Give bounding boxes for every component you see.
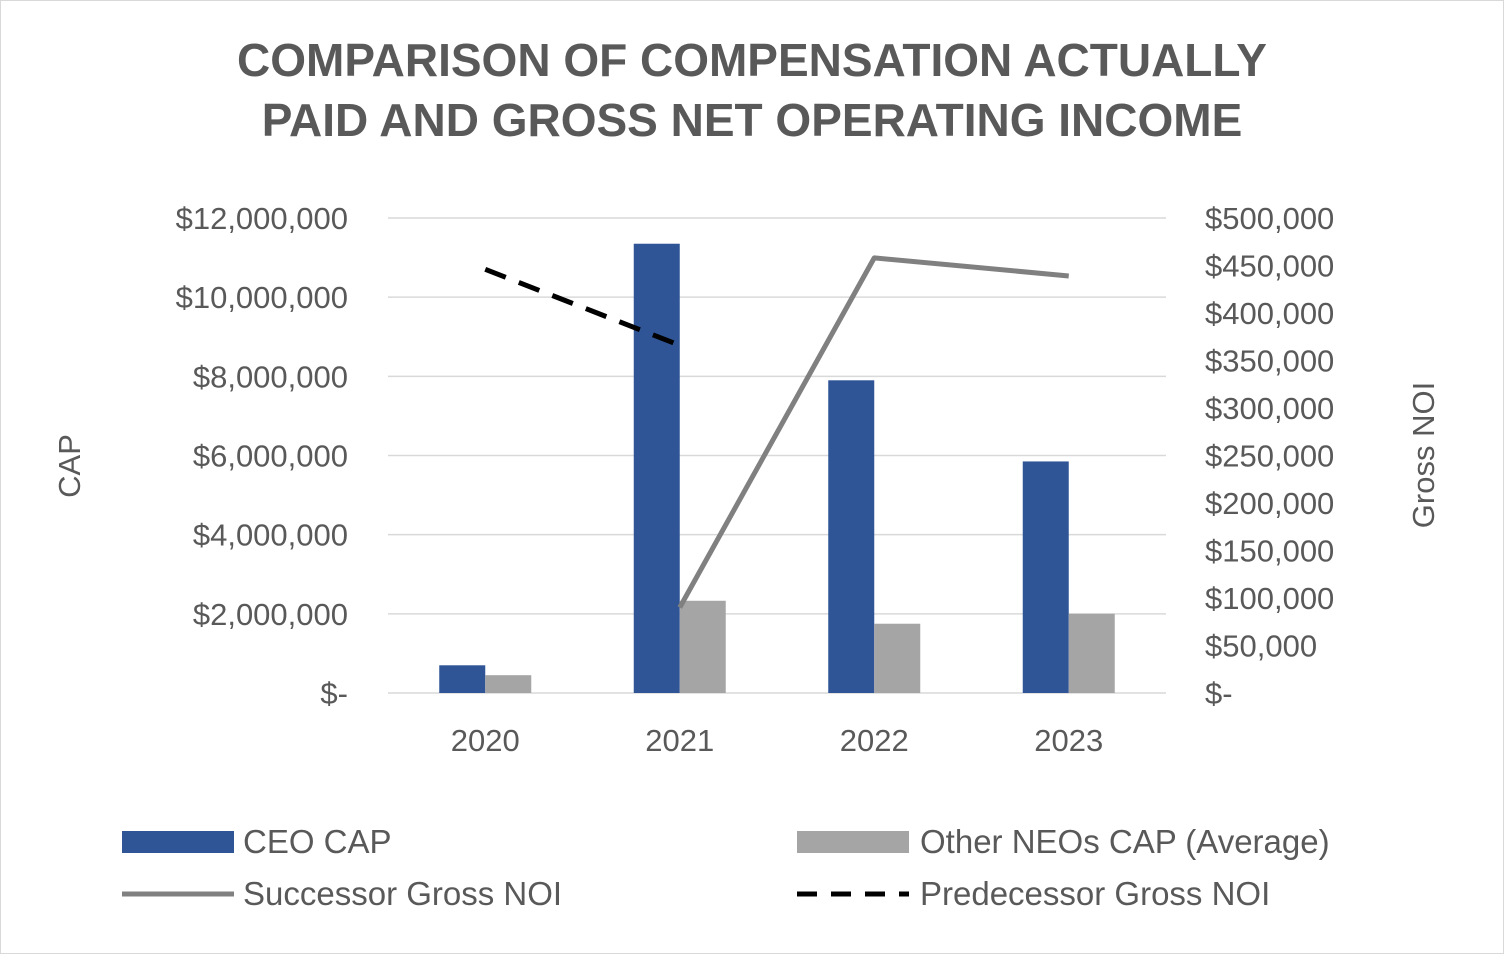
legend-swatch-other-neos-cap [797,831,909,853]
bar-other-neos-cap-average-2021 [679,600,726,693]
y-tick-label: $8,000,000 [193,359,348,394]
x-tick-label: 2023 [1034,723,1103,758]
y-tick-label: $12,000,000 [176,201,348,236]
y-tick-label: $10,000,000 [176,280,348,315]
y2-tick-label: $200,000 [1205,486,1334,521]
y2-tick-label: $500,000 [1205,201,1334,236]
bar-other-neos-cap-average-2020 [485,675,532,693]
y2-tick-label: $450,000 [1205,249,1334,284]
bar-other-neos-cap-average-2022 [874,623,921,693]
x-axis-ticks: 2020 2021 2022 2023 [451,723,1103,758]
legend: CEO CAP Other NEOs CAP (Average) Success… [122,823,1330,912]
x-tick-label: 2022 [840,723,909,758]
y2-tick-label: $400,000 [1205,296,1334,331]
y-axis-label: CAP [52,434,87,498]
y2-tick-label: $100,000 [1205,581,1334,616]
y2-tick-label: $300,000 [1205,391,1334,426]
bar-other-neos-cap-average-2023 [1068,613,1115,693]
legend-swatch-ceo-cap [122,831,234,853]
left-axis-ticks: $- $2,000,000 $4,000,000 $6,000,000 $8,000,0… [176,201,348,711]
x-tick-label: 2020 [451,723,520,758]
chart-title-line-1: COMPARISON OF COMPENSATION ACTUALLY [237,34,1267,86]
y2-tick-label: $50,000 [1205,629,1317,664]
bar-ceo-cap-2022 [828,380,875,693]
lines [484,255,1069,609]
right-axis-ticks: $- $50,000 $100,000 $150,000 $200,000 $250,00… [1205,201,1334,711]
y-tick-label: $- [320,676,348,711]
y-tick-label: $4,000,000 [193,518,348,553]
line-successor-gross-noi [677,255,1069,609]
bar-ceo-cap-2020 [439,665,486,693]
x-tick-label: 2021 [645,723,714,758]
chart-title: COMPARISON OF COMPENSATION ACTUALLY PAID… [0,30,1504,150]
legend-label-other-neos-cap: Other NEOs CAP (Average) [920,823,1330,860]
y2-axis-label: Gross NOI [1406,382,1441,528]
chart-title-line-2: PAID AND GROSS NET OPERATING INCOME [261,94,1243,146]
y-tick-label: $6,000,000 [193,439,348,474]
y-tick-label: $2,000,000 [193,597,348,632]
legend-label-predecessor-gross-noi: Predecessor Gross NOI [920,875,1270,912]
y2-tick-label: $350,000 [1205,344,1334,379]
bar-ceo-cap-2021 [633,243,680,693]
legend-label-ceo-cap: CEO CAP [243,823,392,860]
y2-tick-label: $- [1205,676,1233,711]
y2-tick-label: $150,000 [1205,534,1334,569]
legend-label-successor-gross-noi: Successor Gross NOI [243,875,562,912]
bars [439,243,1115,693]
bar-ceo-cap-2023 [1022,461,1069,693]
y2-tick-label: $250,000 [1205,439,1334,474]
